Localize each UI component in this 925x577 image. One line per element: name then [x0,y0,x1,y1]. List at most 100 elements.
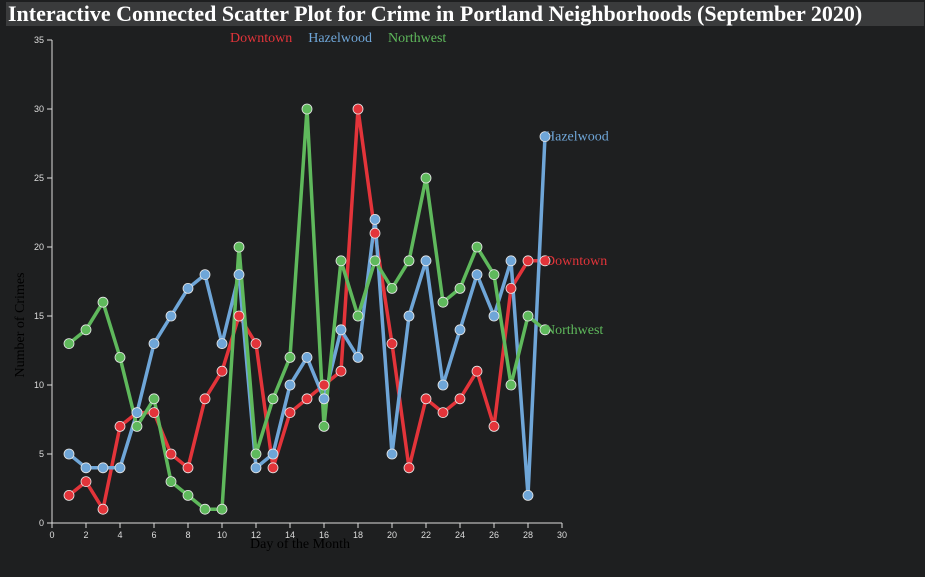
point [505,379,517,391]
y-tick-label: 10 [34,380,44,390]
legend-entry: Downtown [230,31,292,46]
y-tick-label: 0 [39,518,44,528]
x-tick-label: 26 [489,530,499,540]
legend-entry: Northwest [388,31,446,46]
point [63,338,75,350]
point [267,462,279,474]
y-tick-label: 20 [34,242,44,252]
point [539,131,551,143]
point [80,476,92,488]
y-tick-label: 35 [34,35,44,45]
point [165,448,177,460]
point [250,462,262,474]
x-tick-label: 14 [285,530,295,540]
point [199,269,211,281]
point [97,296,109,308]
series-end-label: Hazelwood [545,130,609,145]
point [318,420,330,432]
point [352,351,364,363]
point [539,324,551,336]
point [63,448,75,460]
point [369,227,381,239]
point [488,420,500,432]
point [539,255,551,267]
point [352,310,364,322]
point [216,503,228,515]
point [216,338,228,350]
point [505,255,517,267]
point [165,476,177,488]
point [386,338,398,350]
point [437,407,449,419]
point [352,103,364,115]
point [318,379,330,391]
point [97,503,109,515]
point [437,296,449,308]
point [386,448,398,460]
point [403,462,415,474]
point [420,172,432,184]
x-tick-label: 2 [83,530,88,540]
point [522,310,534,322]
point [454,324,466,336]
point [199,503,211,515]
point [471,365,483,377]
series-end-label: Northwest [545,323,603,338]
point [522,255,534,267]
x-tick-label: 12 [251,530,261,540]
point [233,269,245,281]
point [114,420,126,432]
point [301,393,313,405]
x-tick-label: 18 [353,530,363,540]
point [437,379,449,391]
point [216,365,228,377]
x-axis-label: Day of the Month [250,537,350,552]
point [97,462,109,474]
x-tick-label: 22 [421,530,431,540]
y-tick-label: 15 [34,311,44,321]
point [182,489,194,501]
point [369,255,381,267]
point [454,393,466,405]
legend-entry: Hazelwood [308,31,372,46]
point [505,282,517,294]
point [131,420,143,432]
point [182,282,194,294]
point [199,393,211,405]
point [488,310,500,322]
point [284,351,296,363]
point [80,462,92,474]
point [148,338,160,350]
x-tick-label: 20 [387,530,397,540]
chart-title: Interactive Connected Scatter Plot for C… [8,1,862,26]
x-tick-label: 6 [151,530,156,540]
point [284,407,296,419]
point [267,393,279,405]
point [471,241,483,253]
point [80,324,92,336]
y-tick-label: 25 [34,173,44,183]
x-tick-label: 28 [523,530,533,540]
x-tick-label: 8 [185,530,190,540]
point [403,255,415,267]
x-tick-label: 0 [49,530,54,540]
point [250,448,262,460]
point [454,282,466,294]
point [386,282,398,294]
point [335,365,347,377]
point [471,269,483,281]
point [335,255,347,267]
point [63,489,75,501]
series-end-label: Downtown [545,254,607,269]
point [403,310,415,322]
point [420,255,432,267]
point [284,379,296,391]
title-bar [6,2,924,26]
x-tick-label: 30 [557,530,567,540]
point [182,462,194,474]
point [148,393,160,405]
point [318,393,330,405]
point [165,310,177,322]
x-tick-label: 10 [217,530,227,540]
